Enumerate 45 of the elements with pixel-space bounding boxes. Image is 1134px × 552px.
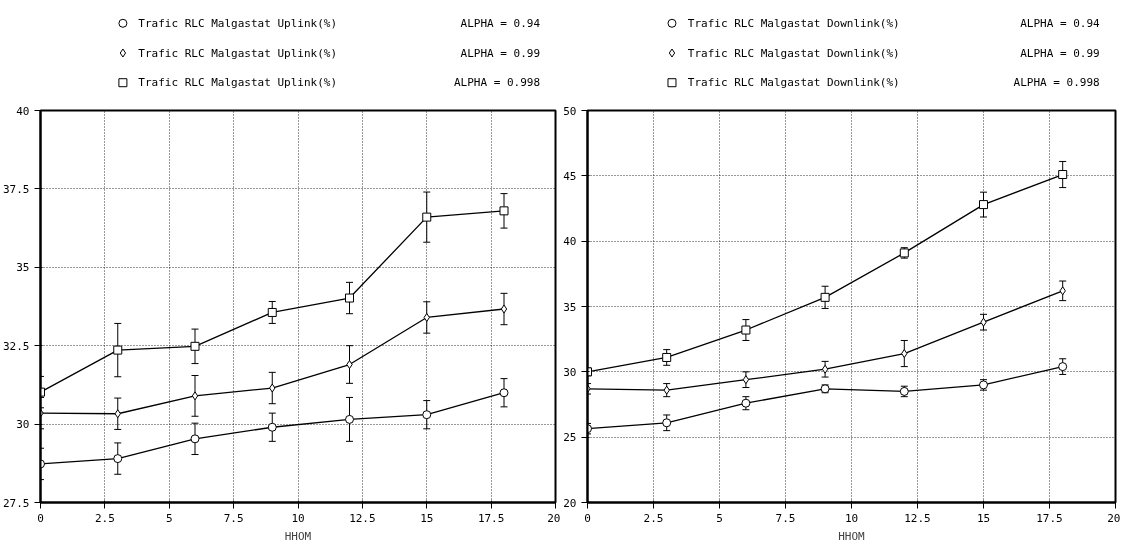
y-tick-label: 25 (563, 431, 577, 445)
x-tick-label: 12.5 (904, 511, 931, 525)
legend-label: Trafic RLC Malgastat Downlink(%) (687, 76, 900, 90)
x-tick-label: 20 (547, 511, 561, 525)
text: ALPHA = 0.99 (1020, 46, 1100, 60)
y-tick-label: 30 (563, 365, 577, 379)
y-tick-label: 35 (563, 300, 577, 314)
x-tick-label: 10 (844, 511, 859, 525)
y-tick-label: 35 (16, 261, 30, 275)
legend-label: Trafic RLC Malgastat Uplink(%) (138, 76, 338, 90)
x-tick-label: 15 (976, 511, 991, 525)
legend-label: Trafic RLC Malgastat Downlink(%) (687, 16, 900, 30)
x-tick-label: 7.5 (223, 511, 244, 525)
y-tick-label: 27.5 (3, 496, 30, 510)
x-tick-label: 10 (291, 511, 305, 525)
y-tick-label: 50 (563, 104, 577, 118)
x-tick-label: 15 (420, 511, 434, 525)
x-tick-label: 17.5 (477, 511, 505, 525)
text: ALPHA = 0.998 (1013, 76, 1100, 90)
text: ALPHA = 0.99 (460, 46, 541, 60)
x-tick-label: 12.5 (349, 511, 376, 525)
x-tick-label: 20 (1107, 511, 1121, 525)
x-tick-label: 0 (37, 511, 44, 525)
y-tick-label: 40 (563, 235, 577, 249)
y-tick-label: 20 (563, 496, 577, 510)
x-tick-label: 2.5 (94, 511, 115, 525)
y-tick-label: 30 (16, 418, 30, 432)
legend-label: Trafic RLC Malgastat Uplink(%) (138, 46, 338, 60)
text: ALPHA = 0.998 (453, 76, 541, 90)
text: ALPHA = 0.94 (1020, 16, 1101, 30)
y-tick-label: 40 (16, 104, 30, 118)
x-tick-label: 2.5 (643, 511, 664, 525)
text: ALPHA = 0.94 (460, 16, 541, 30)
x-tick-label: 0 (584, 511, 591, 525)
x-tick-label: 17.5 (1036, 511, 1063, 525)
x-axis-title: HHOM (838, 529, 866, 543)
x-tick-label: 5 (716, 511, 723, 525)
x-axis-title: HHOM (284, 529, 312, 543)
x-tick-label: 5 (165, 511, 173, 525)
x-tick-label: 7.5 (775, 511, 796, 525)
y-tick-label: 37.5 (3, 182, 30, 196)
y-tick-label: 32.5 (3, 339, 30, 353)
legend-label: Trafic RLC Malgastat Downlink(%) (687, 46, 900, 60)
legend-label: Trafic RLC Malgastat Uplink(%) (138, 16, 338, 30)
y-tick-label: 45 (563, 169, 577, 183)
